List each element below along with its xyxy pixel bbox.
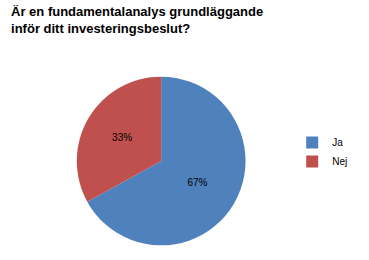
svg-text:33%: 33% — [112, 132, 132, 143]
svg-text:67%: 67% — [187, 177, 207, 188]
svg-text:Är en fundamentalanalys grundl: Är en fundamentalanalys grundläggandeinf… — [11, 4, 263, 36]
svg-text:Nej: Nej — [332, 156, 347, 167]
svg-text:Ja: Ja — [332, 137, 343, 148]
